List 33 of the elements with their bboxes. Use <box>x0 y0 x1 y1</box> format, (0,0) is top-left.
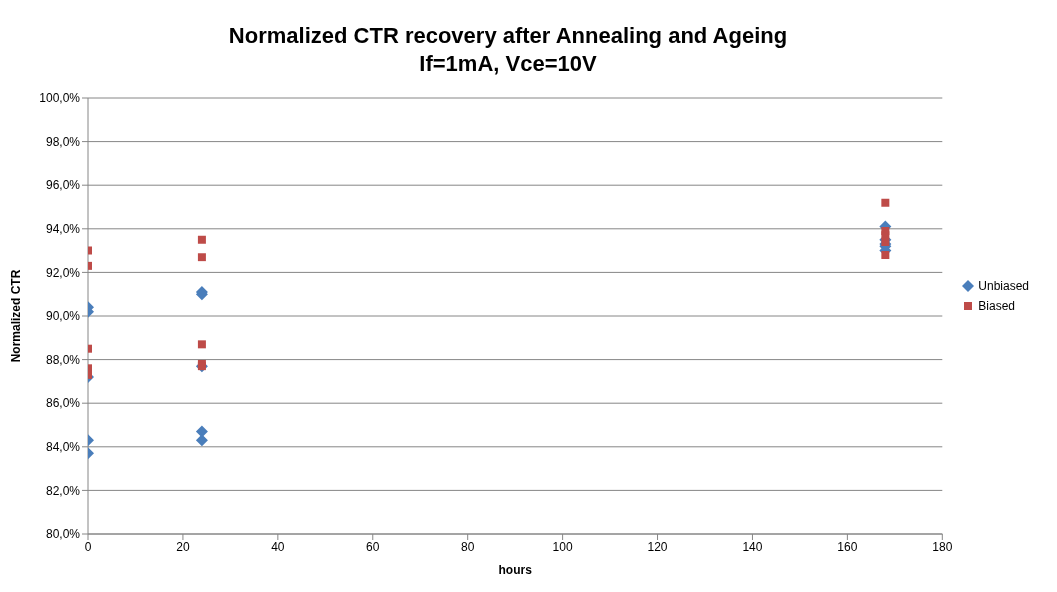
y-tick-label: 92,0% <box>45 265 81 280</box>
x-tick-label: 160 <box>837 539 858 554</box>
y-tick-label: 100,0% <box>39 91 81 106</box>
x-tick-label: 100 <box>552 539 573 554</box>
legend-label: Biased <box>978 299 1015 313</box>
x-tick-label: 80 <box>461 539 475 554</box>
x-tick-label: 40 <box>271 539 285 554</box>
point <box>197 340 206 349</box>
y-tick-label: 96,0% <box>45 178 81 193</box>
x-tick-label: 120 <box>647 539 668 554</box>
point <box>881 250 890 259</box>
x-tick-label: 20 <box>176 539 190 554</box>
y-tick-label: 90,0% <box>45 309 81 324</box>
point <box>881 198 890 207</box>
point <box>881 237 890 246</box>
y-tick-label: 82,0% <box>45 483 81 498</box>
x-axis-title: hours <box>498 563 533 577</box>
y-axis-title: Normalized CTR <box>9 269 24 363</box>
chart-subtitle: If=1mA, Vce=10V <box>418 50 598 78</box>
y-tick-label: 86,0% <box>45 396 81 411</box>
y-tick-label: 98,0% <box>45 134 81 149</box>
x-tick-label: 60 <box>366 539 380 554</box>
y-tick-label: 88,0% <box>45 352 81 367</box>
x-tick-label: 140 <box>742 539 763 554</box>
x-tick-label: 0 <box>84 539 92 554</box>
point <box>197 253 206 262</box>
legend-label: Unbiased <box>978 279 1029 293</box>
chart-title: Normalized CTR recovery after Annealing and Ageing <box>227 22 789 50</box>
y-tick-label: 94,0% <box>45 222 81 237</box>
x-tick-label: 180 <box>932 539 953 554</box>
y-tick-label: 84,0% <box>45 440 81 455</box>
point <box>197 235 206 244</box>
y-tick-label: 80,0% <box>45 527 81 542</box>
